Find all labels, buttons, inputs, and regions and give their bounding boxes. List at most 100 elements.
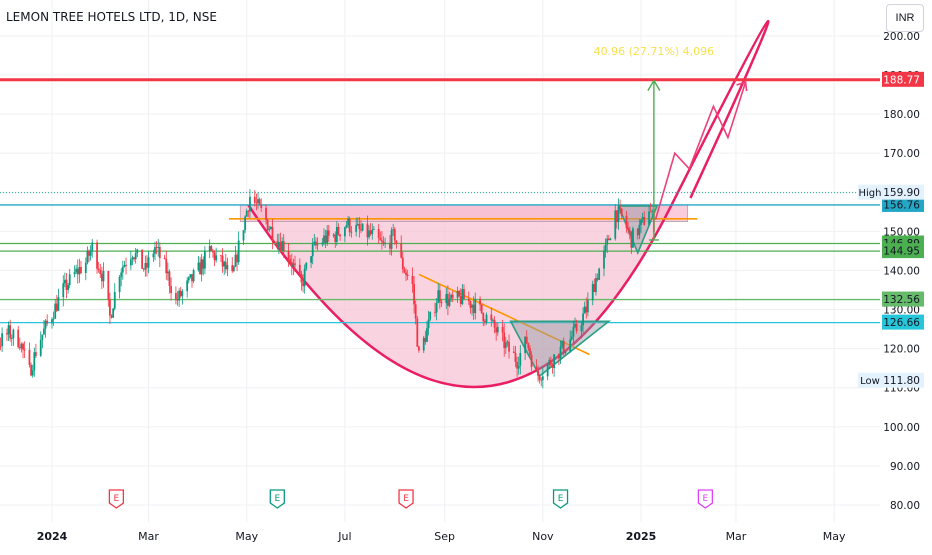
candle [406,269,409,281]
price-badge [882,71,924,87]
candle-body [86,250,89,263]
candle-body [269,226,272,230]
x-tick-label: Mar [726,530,747,543]
candle-body [463,289,465,300]
candle-body [287,251,290,260]
candle [213,250,216,267]
candle [506,339,509,347]
currency-button[interactable]: INR [886,4,924,32]
candle-body [337,227,340,235]
candle-body [392,229,395,231]
candle [438,284,441,309]
candle-body [30,364,32,376]
chart-title: LEMON TREE HOTELS LTD, 1D, NSE [6,10,217,24]
candle [144,255,147,277]
candle [99,263,102,279]
earnings-marker-label: E [703,494,709,504]
candle [580,321,583,339]
candle [86,246,89,265]
candle [403,266,406,274]
candle-body [369,230,372,235]
low-name-badge [858,372,882,388]
earnings-marker-label: E [114,494,120,504]
candle-body [469,300,472,308]
candle [492,318,494,323]
candle-body [541,376,544,381]
candle [604,238,607,258]
candle [212,248,214,258]
candle-body [483,321,486,323]
candle [321,238,324,247]
candle-body [593,283,596,293]
candle-body [141,249,144,269]
candle-body [310,256,312,263]
candle [332,233,335,238]
candle-body [23,349,26,351]
candle [199,256,201,275]
candle-body [437,290,440,304]
candle-body [401,257,404,270]
candle [176,291,179,306]
candle-body [154,247,156,254]
candle [638,219,641,240]
candle-body [131,257,134,260]
y-tick-label: 80.00 [890,500,920,512]
candle [255,193,258,211]
candle-body [366,223,369,238]
candle-body [446,294,449,306]
candle-body [278,242,280,247]
candle [55,294,58,312]
candle [234,245,237,268]
candle [395,240,398,249]
candle [121,260,124,280]
candle-body [244,216,247,231]
candle-body [231,265,234,272]
candle [451,290,454,303]
candle [84,257,87,281]
candle [17,325,20,349]
candle-body [414,304,417,319]
candle-body [97,268,100,271]
candle [96,239,98,274]
low-name-label: Low [860,376,880,387]
candle [244,215,247,234]
candle [287,243,290,267]
candle-body [226,265,229,270]
candle [561,340,564,350]
price-badge [882,243,924,259]
x-tick-label: 2025 [626,530,657,543]
candle [390,227,393,256]
x-tick-label: Nov [532,530,554,543]
candle-body [575,323,578,332]
candle [648,205,650,226]
candle-body [467,299,470,301]
candle-body [12,329,15,339]
candle [514,345,517,368]
candle-body [168,271,171,287]
candle-body [44,320,47,329]
candle [179,286,182,298]
candle-body [55,303,58,311]
candle [269,225,272,230]
candle [583,301,586,314]
y-tick-label: 130.00 [883,305,920,317]
candle [10,334,13,346]
candle-body [157,246,160,248]
candle [640,219,642,233]
candle-body [88,250,90,256]
candle [175,286,177,305]
candle-body [133,257,135,260]
candle [501,319,504,342]
candle [636,228,639,240]
candle [414,300,417,325]
price-badge [882,196,924,212]
candle-body [347,218,350,226]
candle-body [625,215,628,228]
candle [549,356,552,367]
candle [313,233,316,246]
candle-body [125,264,127,266]
measure-arrowhead [647,79,661,91]
candle-body [591,283,594,301]
